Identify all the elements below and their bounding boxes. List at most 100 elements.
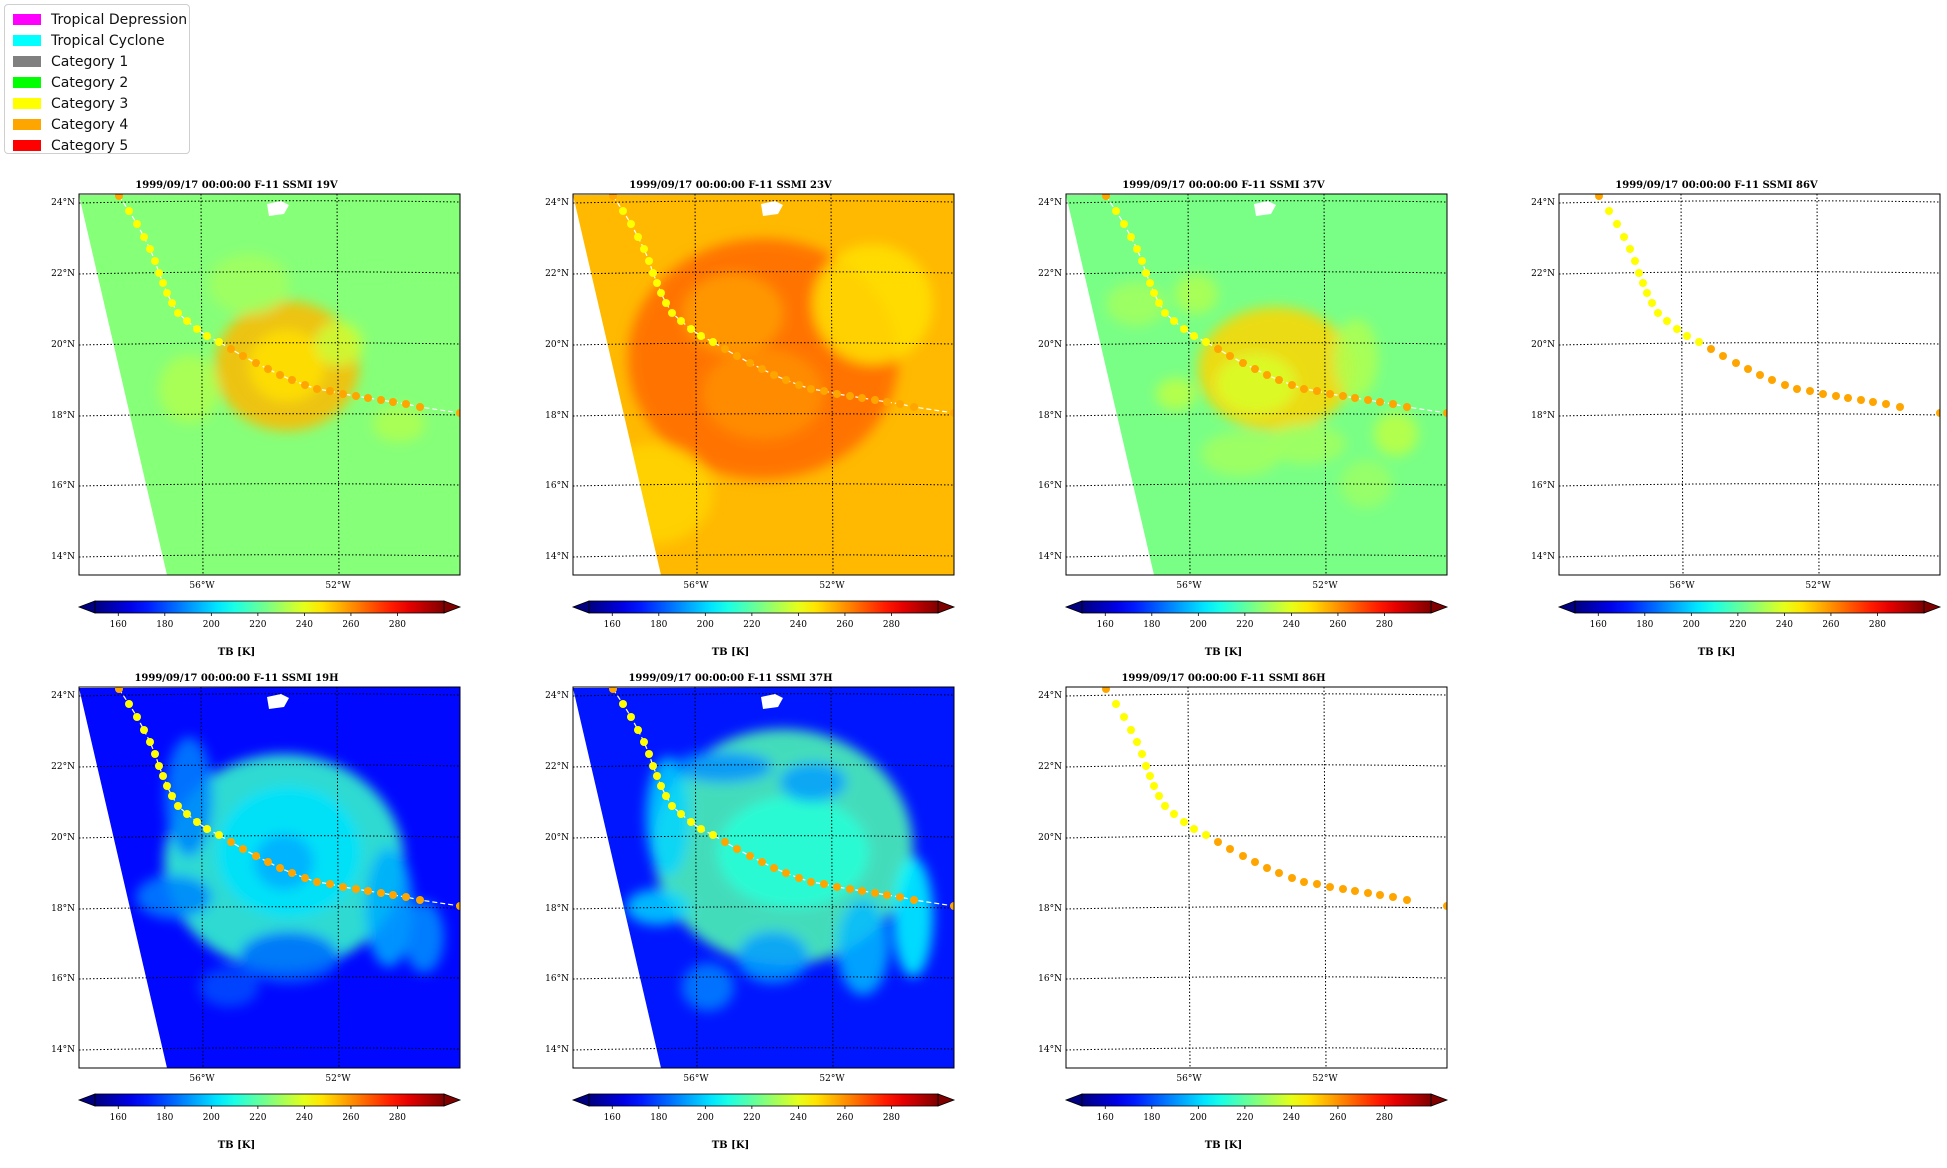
track-point [1654, 309, 1662, 317]
track-point [1744, 365, 1752, 373]
track-point [239, 352, 247, 360]
map-panel: 1999/09/17 00:00:00 F-11 SSMI 86V 24°N 22°… [1484, 180, 1947, 675]
track-point [313, 878, 321, 886]
track-point [264, 858, 272, 866]
colorbar-tick-label: 280 [389, 1113, 406, 1123]
latitude-label: 18°N [545, 904, 569, 914]
track-point [146, 738, 154, 746]
colorbar-tick-label: 160 [110, 1113, 127, 1123]
track-point [133, 713, 141, 721]
colorbar-tick-label: 180 [1143, 1113, 1160, 1123]
track-point [159, 279, 167, 287]
track-point [1626, 245, 1634, 253]
latitude-label: 20°N [545, 833, 569, 843]
track-point [1806, 387, 1814, 395]
track-point [609, 194, 617, 200]
legend-swatch [13, 77, 41, 88]
track-point [215, 338, 223, 346]
map-panel: 1999/09/17 00:00:00 F-11 SSMI 23V 24°N 22°… [498, 180, 968, 675]
track-point [264, 365, 272, 373]
track-point [193, 325, 201, 333]
track-point [339, 390, 347, 398]
latitude-label: 22°N [545, 269, 569, 279]
track-point [1155, 792, 1163, 800]
track-point [159, 772, 167, 780]
colorbar-tick-label: 160 [604, 1113, 621, 1123]
longitude-label: 56°W [189, 581, 215, 591]
track-point [1202, 831, 1210, 839]
colorbar-tick-label: 180 [650, 620, 667, 630]
track-point [183, 810, 191, 818]
track-point [389, 398, 397, 406]
track-point [619, 207, 627, 215]
colorbar-tick-label: 240 [1283, 620, 1300, 630]
colorbar: 160 180 200 220 240 260 280 [1557, 600, 1942, 630]
colorbar-label: TB [K] [1204, 647, 1243, 658]
latitude-label: 22°N [51, 269, 75, 279]
track-point [627, 713, 635, 721]
track-point [1663, 317, 1671, 325]
track-point [733, 845, 741, 853]
latitude-label: 16°N [1038, 481, 1062, 491]
panel-title: 1999/09/17 00:00:00 F-11 SSMI 86H [1121, 673, 1326, 684]
track-point [389, 891, 397, 899]
track-point [1190, 332, 1198, 340]
track-point [456, 409, 460, 417]
panel-title: 1999/09/17 00:00:00 F-11 SSMI 37V [1122, 180, 1325, 191]
panel-title: 1999/09/17 00:00:00 F-11 SSMI 86V [1615, 180, 1818, 191]
track-point [1376, 891, 1384, 899]
track-point [1882, 400, 1890, 408]
track-point [301, 381, 309, 389]
track-point [1180, 325, 1188, 333]
track-point [807, 385, 815, 393]
latitude-label: 16°N [545, 481, 569, 491]
colorbar-tick-label: 180 [156, 620, 173, 630]
track-point [1102, 687, 1110, 693]
track-point [125, 700, 133, 708]
longitude-label: 56°W [683, 581, 709, 591]
colorbar-tick-label: 220 [249, 620, 266, 630]
brightness-temperature-map: 24°N 22°N 20°N 18°N 16°N 14°N 56°W 52°W [1531, 193, 1941, 591]
latitude-label: 18°N [1038, 904, 1062, 914]
track-point [151, 257, 159, 265]
track-point [782, 376, 790, 384]
track-point [1683, 332, 1691, 340]
track-point [1832, 392, 1840, 400]
colorbar-tick-label: 260 [836, 1113, 853, 1123]
track-point [1339, 885, 1347, 893]
colorbar-tick-label: 160 [1097, 1113, 1114, 1123]
track-point [807, 878, 815, 886]
legend-item: Category 1 [13, 51, 189, 72]
colorbar-label: TB [K] [217, 647, 256, 658]
track-point [746, 852, 754, 860]
latitude-label: 22°N [51, 762, 75, 772]
legend-swatch [13, 140, 41, 151]
track-point [1869, 398, 1877, 406]
colorbar-label: TB [K] [1697, 647, 1736, 658]
colorbar-tick-label: 220 [1236, 1113, 1253, 1123]
track-point [1146, 279, 1154, 287]
track-point [634, 233, 642, 241]
colorbar-tick-label: 280 [883, 620, 900, 630]
latitude-label: 22°N [545, 762, 569, 772]
track-point [1127, 726, 1135, 734]
track-point [1300, 385, 1308, 393]
legend-item: Category 5 [13, 135, 189, 156]
track-point [276, 864, 284, 872]
track-point [1364, 889, 1372, 897]
colorbar: 160 180 200 220 240 260 280 [77, 1093, 462, 1123]
legend-swatch [13, 56, 41, 67]
track-point [910, 403, 918, 411]
track-point [339, 883, 347, 891]
track-point [1389, 893, 1397, 901]
track-point [687, 325, 695, 333]
track-point [252, 852, 260, 860]
track-point [1120, 713, 1128, 721]
track-point [1251, 858, 1259, 866]
track-point [846, 392, 854, 400]
legend-item: Category 4 [13, 114, 189, 135]
track-point [1275, 869, 1283, 877]
legend-swatch [13, 119, 41, 130]
track-point [668, 309, 676, 317]
track-point [1673, 325, 1681, 333]
